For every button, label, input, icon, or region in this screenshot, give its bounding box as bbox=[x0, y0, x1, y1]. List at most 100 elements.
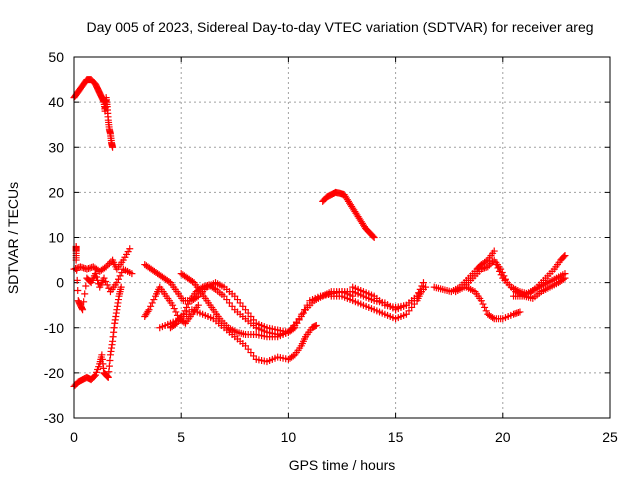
data-point bbox=[560, 253, 568, 261]
data-point bbox=[561, 270, 569, 278]
y-tick-label: 30 bbox=[48, 139, 64, 155]
data-point bbox=[369, 232, 377, 240]
data-point bbox=[91, 270, 99, 278]
x-tick-label: 0 bbox=[70, 429, 78, 445]
data-point bbox=[289, 352, 297, 360]
data-point bbox=[170, 305, 178, 313]
data-point bbox=[147, 302, 155, 310]
data-point bbox=[169, 301, 177, 309]
data-point bbox=[481, 303, 489, 311]
x-tick-label: 15 bbox=[388, 429, 404, 445]
data-point bbox=[144, 307, 152, 315]
data-point bbox=[492, 261, 500, 269]
data-point bbox=[80, 298, 88, 306]
y-tick-label: -10 bbox=[44, 320, 64, 336]
series-arc-17 bbox=[510, 270, 569, 300]
x-axis-label: GPS time / hours bbox=[289, 457, 396, 473]
data-point bbox=[184, 300, 192, 308]
series-arc-6 bbox=[141, 283, 202, 327]
data-point bbox=[482, 257, 490, 265]
y-tick-label: 20 bbox=[48, 184, 64, 200]
data-point bbox=[74, 287, 82, 295]
data-point bbox=[561, 252, 569, 260]
series-arc-3 bbox=[70, 283, 125, 390]
data-point bbox=[485, 261, 493, 269]
data-point bbox=[303, 301, 311, 309]
data-point bbox=[484, 263, 492, 271]
data-point bbox=[516, 308, 524, 316]
x-tick-label: 20 bbox=[495, 429, 511, 445]
data-point bbox=[82, 282, 90, 290]
y-axis-label: SDTVAR / TECUs bbox=[5, 182, 21, 294]
data-point bbox=[105, 284, 113, 292]
y-tick-label: 0 bbox=[56, 275, 64, 291]
data-point bbox=[183, 303, 191, 311]
data-point bbox=[477, 297, 485, 305]
x-tick-label: 10 bbox=[281, 429, 297, 445]
data-point bbox=[295, 315, 303, 323]
data-point bbox=[482, 307, 490, 315]
data-point bbox=[419, 279, 427, 287]
data-point bbox=[300, 306, 308, 314]
data-point bbox=[113, 279, 121, 287]
series-arc-2 bbox=[319, 188, 378, 241]
series-arc-1 bbox=[70, 76, 117, 151]
data-point bbox=[494, 264, 502, 272]
series-arc-15 bbox=[462, 283, 524, 323]
data-point bbox=[416, 285, 424, 293]
data-point bbox=[418, 282, 426, 290]
data-point bbox=[81, 290, 89, 298]
data-point bbox=[497, 271, 505, 279]
data-point bbox=[116, 272, 124, 280]
data-point bbox=[128, 270, 136, 278]
data-point bbox=[103, 281, 111, 289]
data-point bbox=[490, 247, 498, 255]
y-tick-label: 50 bbox=[48, 49, 64, 65]
data-point bbox=[105, 259, 113, 267]
y-tick-label: -30 bbox=[44, 410, 64, 426]
data-point bbox=[210, 284, 218, 292]
x-tick-label: 25 bbox=[602, 429, 618, 445]
data-point bbox=[415, 289, 423, 297]
data-point bbox=[489, 314, 497, 322]
data-point bbox=[93, 273, 101, 281]
data-point bbox=[181, 307, 189, 315]
data-point bbox=[145, 306, 153, 314]
data-point bbox=[194, 301, 202, 309]
plot-frame bbox=[73, 56, 611, 419]
data-point bbox=[172, 308, 180, 316]
data-point bbox=[188, 277, 196, 285]
data-point bbox=[102, 277, 110, 285]
data-point bbox=[102, 263, 110, 271]
data-point bbox=[150, 296, 158, 304]
data-point bbox=[298, 310, 306, 318]
data-points bbox=[70, 76, 569, 390]
series-arc-11 bbox=[327, 288, 425, 323]
data-point bbox=[479, 300, 487, 308]
data-point bbox=[148, 299, 156, 307]
data-point bbox=[104, 261, 112, 269]
data-point bbox=[370, 234, 378, 241]
data-point bbox=[114, 275, 122, 283]
y-tick-label: 10 bbox=[48, 230, 64, 246]
data-point bbox=[118, 268, 126, 276]
series-arc-12 bbox=[349, 279, 427, 311]
chart-title: Day 005 of 2023, Sidereal Day-to-day VTE… bbox=[86, 19, 593, 35]
data-point bbox=[413, 292, 421, 300]
data-point bbox=[487, 259, 495, 267]
series-arc-13 bbox=[430, 247, 498, 296]
data-point bbox=[90, 372, 98, 380]
data-point bbox=[100, 274, 108, 282]
x-tick-label: 5 bbox=[177, 429, 185, 445]
data-point bbox=[312, 321, 320, 329]
data-point bbox=[109, 143, 117, 151]
data-point bbox=[165, 277, 173, 285]
data-point bbox=[496, 267, 504, 275]
series-arc-9 bbox=[156, 306, 320, 366]
data-point bbox=[79, 306, 87, 314]
series-arc-5 bbox=[72, 243, 136, 314]
y-tick-label: -20 bbox=[44, 365, 64, 381]
y-tick-label: 40 bbox=[48, 94, 64, 110]
grid bbox=[74, 57, 610, 418]
